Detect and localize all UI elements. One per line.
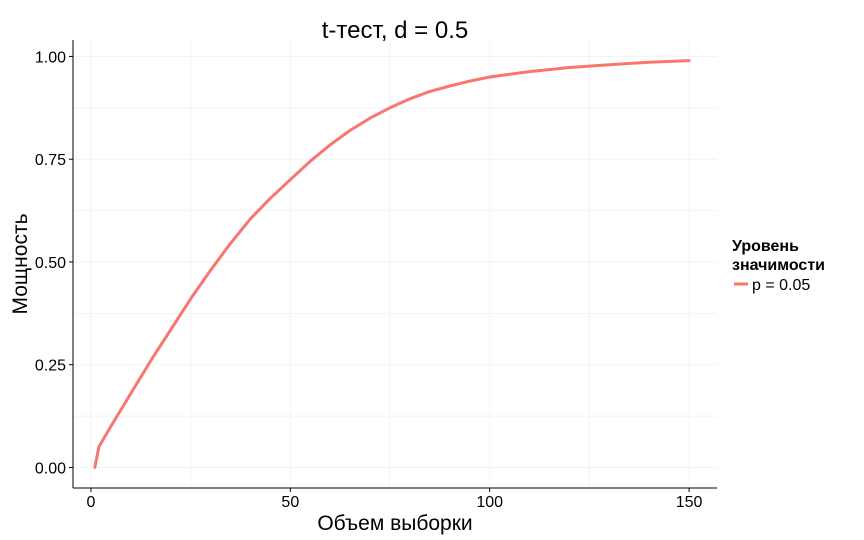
y-tick-label: 1.00 <box>35 49 66 66</box>
x-axis-label: Объем выборки <box>317 512 472 535</box>
x-tick-label: 150 <box>676 494 703 511</box>
y-ticks: 0.00 0.25 0.50 0.75 1.00 <box>35 49 73 477</box>
series-line <box>93 59 691 469</box>
x-tick-label: 0 <box>86 494 95 511</box>
legend-label: p = 0.05 <box>752 277 810 294</box>
y-tick-label: 0.25 <box>35 358 66 375</box>
chart-title: t-тест, d = 0.5 <box>322 17 468 44</box>
legend-title-line-1: Уровень <box>732 238 799 255</box>
grid <box>73 40 717 488</box>
legend-title-line-2: значимости <box>732 257 825 274</box>
y-axis-label: Мощность <box>9 213 32 314</box>
x-tick-label: 100 <box>476 494 503 511</box>
series-layer <box>93 59 691 469</box>
axes <box>72 40 717 489</box>
x-ticks: 0 50 100 150 <box>86 488 703 511</box>
legend: Уровень значимости p = 0.05 <box>732 238 825 294</box>
x-tick-label: 50 <box>281 494 299 511</box>
y-tick-label: 0.75 <box>35 152 66 169</box>
y-tick-label: 0.50 <box>35 255 66 272</box>
y-tick-label: 0.00 <box>35 460 66 477</box>
